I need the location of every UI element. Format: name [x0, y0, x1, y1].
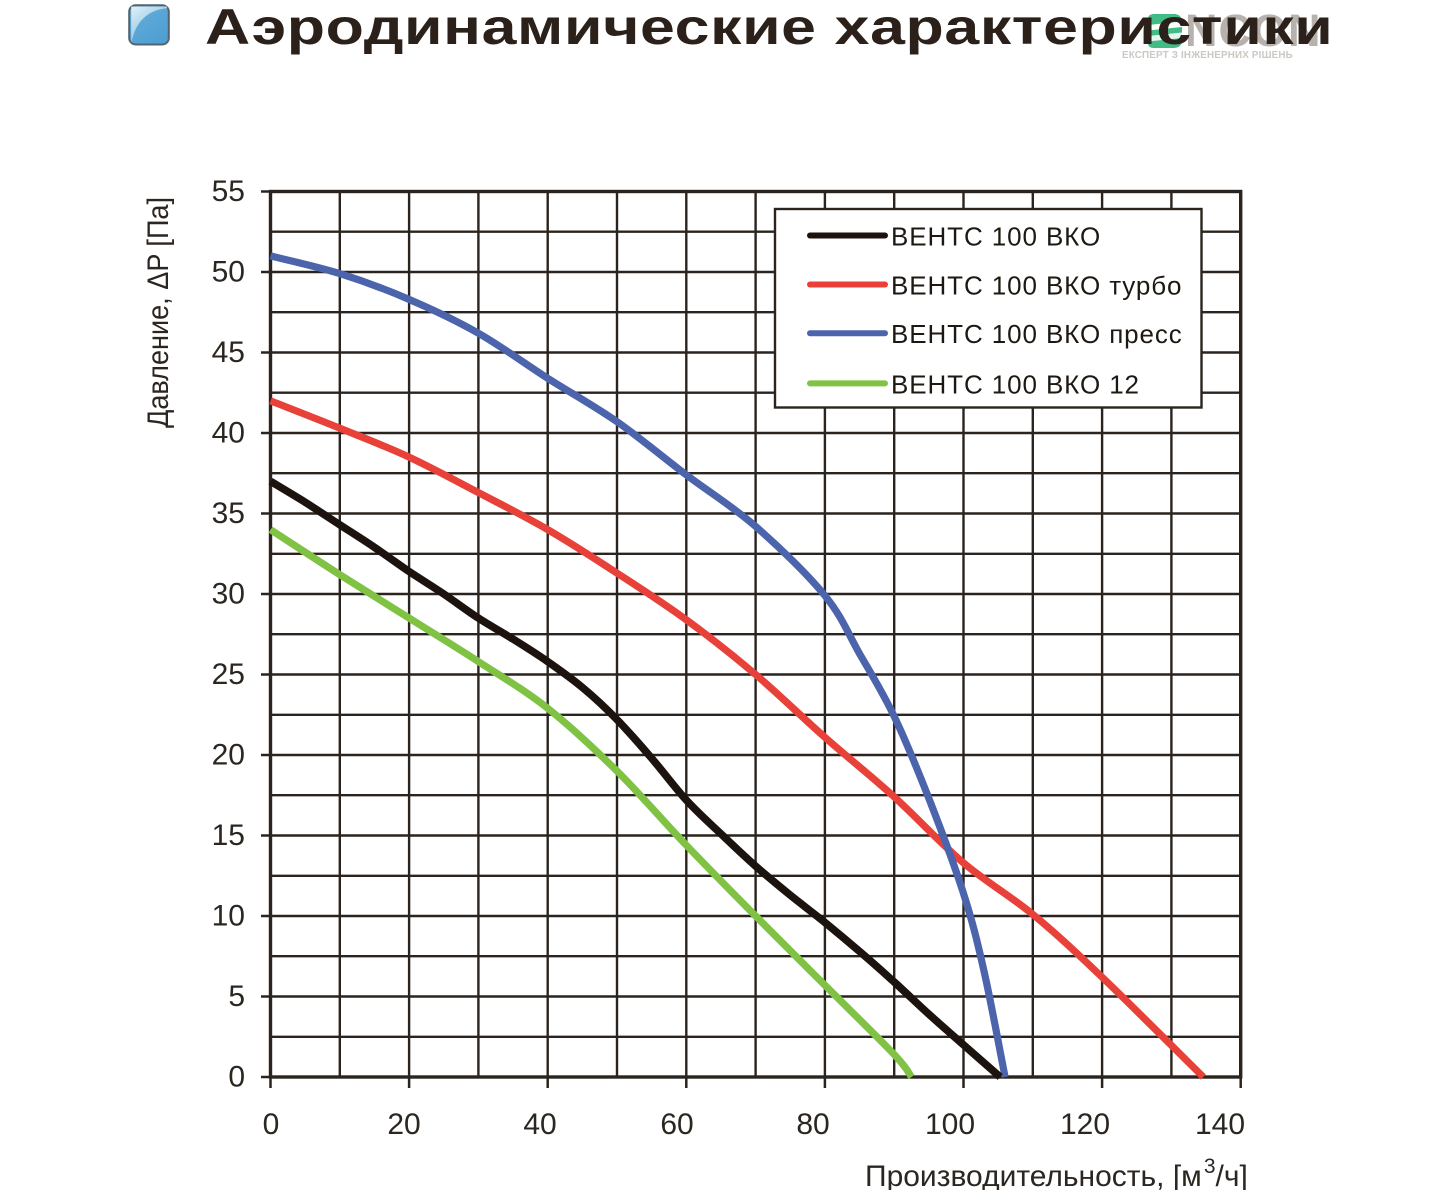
- svg-text:5: 5: [228, 980, 245, 1013]
- svg-text:ВЕНТС 100 ВКО: ВЕНТС 100 ВКО: [891, 222, 1101, 252]
- svg-text:0: 0: [263, 1108, 280, 1141]
- svg-text:55: 55: [212, 175, 245, 208]
- svg-text:40: 40: [523, 1108, 556, 1141]
- svg-text:20: 20: [387, 1108, 420, 1141]
- svg-text:Производительность, [м3/ч]: Производительность, [м3/ч]: [865, 1155, 1248, 1190]
- svg-text:140: 140: [1195, 1108, 1245, 1141]
- svg-text:0: 0: [228, 1061, 245, 1094]
- svg-text:60: 60: [660, 1108, 693, 1141]
- svg-text:120: 120: [1060, 1108, 1110, 1141]
- svg-text:Давление, ΔP [Па]: Давление, ΔP [Па]: [142, 197, 175, 428]
- svg-text:40: 40: [212, 417, 245, 450]
- svg-text:ВЕНТС 100 ВКО турбо: ВЕНТС 100 ВКО турбо: [891, 271, 1182, 301]
- svg-text:35: 35: [212, 497, 245, 530]
- svg-text:45: 45: [212, 336, 245, 369]
- svg-text:ВЕНТС 100 ВКО пресс: ВЕНТС 100 ВКО пресс: [891, 319, 1183, 349]
- svg-text:10: 10: [212, 900, 245, 933]
- svg-text:50: 50: [212, 256, 245, 289]
- svg-text:15: 15: [212, 819, 245, 852]
- svg-text:25: 25: [212, 658, 245, 691]
- svg-text:20: 20: [212, 739, 245, 772]
- svg-text:ВЕНТС 100 ВКО 12: ВЕНТС 100 ВКО 12: [891, 369, 1140, 399]
- svg-text:30: 30: [212, 578, 245, 611]
- svg-text:100: 100: [925, 1108, 975, 1141]
- svg-text:80: 80: [796, 1108, 829, 1141]
